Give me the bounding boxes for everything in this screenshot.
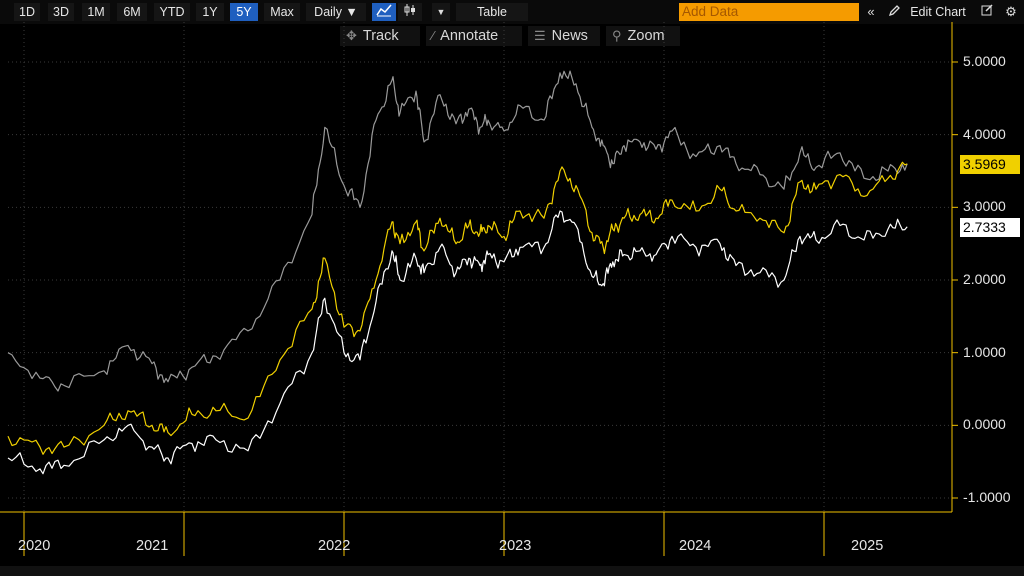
track-tool-button[interactable]: ✥ Track: [340, 26, 420, 46]
edit-box-icon[interactable]: [978, 3, 996, 21]
news-tool-button[interactable]: ☰ News: [528, 26, 600, 46]
candlestick-icon[interactable]: [398, 3, 422, 21]
range-3d-button[interactable]: 3D: [48, 3, 74, 21]
last-value-badge-white: 2.7333: [960, 217, 1020, 237]
chart-series: [7, 70, 908, 475]
edit-chart-button[interactable]: Edit Chart: [910, 5, 966, 19]
pencil-icon: [886, 3, 904, 21]
last-value-badge-yellow: 3.5969: [960, 154, 1020, 174]
range-1d-button[interactable]: 1D: [14, 3, 40, 21]
x-tick-label: 2022: [318, 538, 351, 554]
chart-grid: [8, 22, 952, 512]
news-lines-icon: ☰: [534, 28, 546, 43]
chart-type-dropdown-icon[interactable]: ▼: [432, 3, 450, 21]
chart-axes: [0, 22, 958, 556]
x-tick-label: 2020: [18, 538, 51, 554]
line-chart-icon[interactable]: [372, 3, 396, 21]
y-tick-label: 0.0000: [963, 416, 1006, 433]
news-label: News: [551, 28, 588, 44]
series-line-gray: [7, 70, 908, 392]
x-tick-label: 2021: [136, 538, 169, 554]
range-5y-button[interactable]: 5Y: [230, 3, 258, 21]
magnifier-icon: ⚲: [612, 28, 622, 43]
gear-icon[interactable]: ⚙: [1005, 4, 1017, 19]
series-line-yellow: [7, 161, 908, 455]
crosshair-icon: ✥: [346, 28, 357, 43]
footer-bar: [0, 566, 1024, 576]
y-tick-label: 1.0000: [963, 343, 1006, 360]
collapse-chevrons-icon[interactable]: «: [867, 4, 875, 19]
add-data-input[interactable]: [679, 3, 859, 21]
zoom-label: Zoom: [627, 28, 665, 44]
annotate-tool-button[interactable]: ⁄ Annotate: [426, 26, 522, 46]
table-button[interactable]: Table: [456, 3, 528, 21]
range-ytd-button[interactable]: YTD: [154, 3, 190, 21]
frequency-dropdown[interactable]: Daily ▼: [306, 3, 366, 21]
x-tick-label: 2025: [851, 538, 884, 554]
y-tick-label: 4.0000: [963, 125, 1006, 142]
range-1y-button[interactable]: 1Y: [196, 3, 224, 21]
zoom-tool-button[interactable]: ⚲ Zoom: [606, 26, 680, 46]
series-line-white: [7, 210, 908, 475]
chart-toolbar: 1D 3D 1M 6M YTD 1Y 5Y Max Daily ▼ ▼ Tabl…: [0, 0, 1024, 24]
x-tick-label: 2024: [679, 538, 712, 554]
y-tick-label: 3.0000: [963, 198, 1006, 215]
x-tick-label: 2023: [499, 538, 532, 554]
range-max-button[interactable]: Max: [264, 3, 300, 21]
y-tick-label: 2.0000: [963, 271, 1006, 287]
y-tick-label: 5.0000: [963, 53, 1006, 69]
track-label: Track: [362, 28, 399, 44]
range-6m-button[interactable]: 6M: [117, 3, 147, 21]
y-tick-label: -1.0000: [963, 489, 1011, 505]
annotate-pencil-icon: ⁄: [432, 28, 435, 43]
annotate-label: Annotate: [440, 28, 499, 44]
range-1m-button[interactable]: 1M: [82, 3, 110, 21]
